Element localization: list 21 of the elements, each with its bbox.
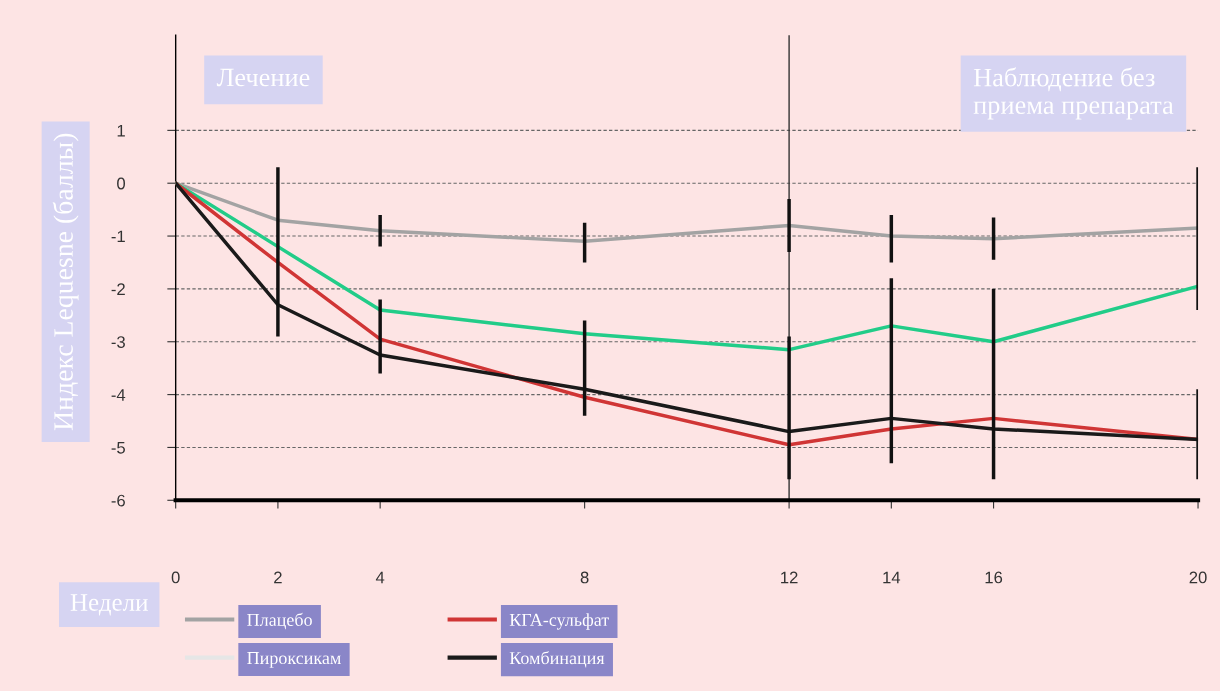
y-tick-label: -1 <box>111 230 125 243</box>
x-tick-label: 14 <box>883 571 901 584</box>
x-tick-label: 8 <box>580 571 589 584</box>
y-tick-label: -2 <box>111 283 125 295</box>
x-tick-label: 12 <box>781 571 798 584</box>
x-tick-label: 16 <box>985 571 1003 584</box>
y-tick-label: 1 <box>117 124 125 137</box>
y-tick-label: -4 <box>111 389 126 401</box>
legend-label: Пироксикам <box>247 652 341 668</box>
y-tick-label: -5 <box>111 442 125 454</box>
x-tick-label: 2 <box>274 571 282 584</box>
y-tick-label: -3 <box>111 336 125 348</box>
legend-label: Комбинация <box>509 651 605 668</box>
x-tick-label: 0 <box>171 571 180 584</box>
y-tick-label: 0 <box>117 177 126 190</box>
y-tick-label: -6 <box>111 494 125 507</box>
x-tick-label: 4 <box>375 571 385 584</box>
line-series <box>175 181 1199 244</box>
x-tick-label: 20 <box>1189 571 1207 584</box>
legend-label: КГА-сульфат <box>509 613 609 630</box>
legend-label: Плацебо <box>247 612 312 630</box>
